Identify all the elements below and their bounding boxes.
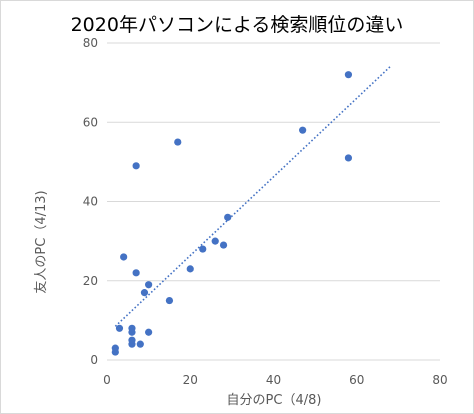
data-point bbox=[344, 154, 353, 162]
data-point bbox=[120, 253, 128, 261]
x-tick-label: 60 bbox=[349, 373, 364, 387]
data-point bbox=[111, 344, 119, 352]
x-tick-label: 0 bbox=[103, 373, 111, 387]
data-point bbox=[186, 265, 194, 273]
data-point bbox=[165, 296, 174, 305]
y-tick-label: 60 bbox=[83, 115, 98, 129]
data-point bbox=[174, 138, 182, 146]
y-axis-title: 友人のPC（4/13) bbox=[33, 190, 49, 293]
data-point bbox=[199, 245, 207, 253]
x-tick-label: 20 bbox=[183, 373, 198, 387]
gridlines bbox=[107, 42, 440, 361]
data-point bbox=[128, 324, 136, 332]
trendline bbox=[114, 66, 391, 327]
data-points bbox=[111, 71, 353, 356]
data-point bbox=[128, 336, 136, 344]
data-point bbox=[211, 237, 219, 245]
data-point bbox=[132, 269, 140, 277]
y-tick-label: 20 bbox=[83, 274, 98, 288]
x-tick-label: 80 bbox=[432, 373, 447, 387]
data-point bbox=[132, 162, 140, 170]
data-point bbox=[115, 324, 124, 332]
data-point bbox=[145, 281, 153, 289]
data-point bbox=[140, 289, 149, 297]
y-tick-label: 40 bbox=[83, 195, 98, 209]
chart-title: 2020年パソコンによる検索順位の違い bbox=[71, 14, 404, 36]
x-axis-title: 自分のPC（4/8) bbox=[227, 393, 322, 408]
data-point bbox=[344, 71, 353, 79]
data-point bbox=[145, 328, 153, 336]
data-point bbox=[219, 241, 228, 249]
y-axis-ticks: 0 20 40 60 80 bbox=[83, 36, 98, 367]
x-tick-label: 40 bbox=[266, 373, 281, 387]
data-point bbox=[299, 126, 307, 134]
data-point bbox=[136, 340, 144, 348]
x-axis-ticks: 0 20 40 60 80 bbox=[103, 373, 447, 387]
data-point bbox=[224, 213, 232, 221]
y-tick-label: 80 bbox=[83, 36, 98, 50]
y-tick-label: 0 bbox=[90, 353, 98, 367]
